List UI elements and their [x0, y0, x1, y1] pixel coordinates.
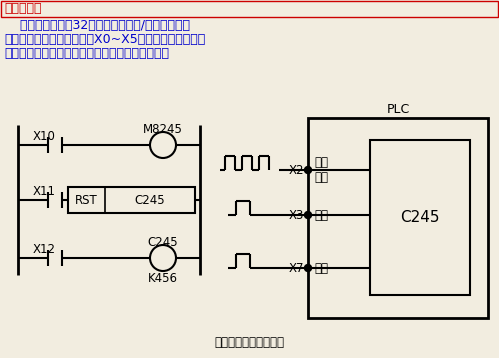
- Text: PLC: PLC: [386, 103, 410, 116]
- Text: X10: X10: [32, 130, 55, 143]
- Text: 高速计数器采用终端方式处理，与扫描周期无关。: 高速计数器采用终端方式处理，与扫描周期无关。: [4, 47, 169, 60]
- Text: X3: X3: [288, 208, 304, 222]
- Text: X12: X12: [32, 243, 55, 256]
- Circle shape: [304, 212, 311, 218]
- Bar: [370, 140, 470, 295]
- Text: C245: C245: [148, 236, 178, 249]
- Text: 它们只对特定的输入端子（X0~X5）的脉冲进行计数。: 它们只对特定的输入端子（X0~X5）的脉冲进行计数。: [4, 33, 205, 46]
- Circle shape: [304, 166, 311, 174]
- Text: X11: X11: [32, 185, 55, 198]
- Text: 编程软元件: 编程软元件: [4, 2, 41, 15]
- Text: 启动: 启动: [314, 261, 328, 275]
- Text: 高速计数器也是32位停电保持型增/减计数器，但: 高速计数器也是32位停电保持型增/减计数器，但: [4, 19, 190, 32]
- Text: M8245: M8245: [143, 123, 183, 136]
- Text: C245: C245: [135, 194, 165, 207]
- Text: 脉冲: 脉冲: [314, 171, 328, 184]
- Text: 单相单输入高速计数器: 单相单输入高速计数器: [214, 336, 284, 349]
- Text: RST: RST: [75, 194, 98, 207]
- Text: 复位: 复位: [314, 208, 328, 222]
- Bar: [308, 118, 488, 318]
- Bar: [1, 1, 498, 17]
- Text: K456: K456: [148, 272, 178, 285]
- Text: C245: C245: [400, 210, 440, 225]
- Text: 高速: 高速: [314, 156, 328, 169]
- Bar: [68, 187, 195, 213]
- Text: X7: X7: [288, 261, 304, 275]
- Circle shape: [304, 265, 311, 271]
- Text: X2: X2: [288, 164, 304, 176]
